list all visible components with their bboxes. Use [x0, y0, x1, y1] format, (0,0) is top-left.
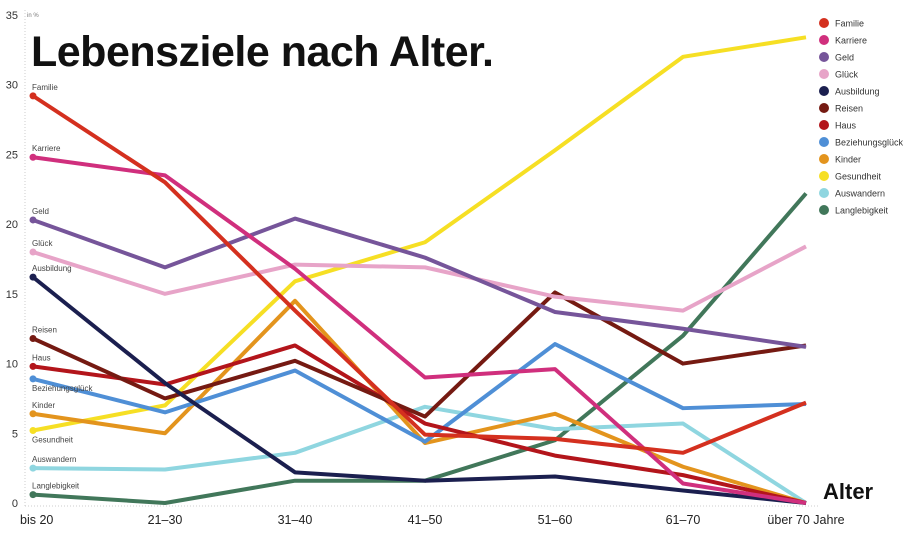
- legend-dot-icon: [819, 103, 829, 113]
- x-tick-label: 61–70: [666, 513, 701, 527]
- legend-dot-icon: [819, 69, 829, 79]
- legend-label: Ausbildung: [835, 87, 880, 97]
- x-axis-label: Alter: [823, 479, 874, 504]
- legend-item: Haus: [819, 120, 857, 131]
- axes: 0 5 10 15 20 25 30 35 bis 20 21–30 31–40 41–50 51–60…: [6, 10, 845, 527]
- y-tick-label: 20: [6, 219, 18, 231]
- y-tick-label: 15: [6, 289, 18, 301]
- y-tick-label: 10: [6, 359, 18, 371]
- legend: Familie Karriere Geld Glück Ausbildung Reisen…: [819, 18, 904, 216]
- y-tick-label: 0: [12, 498, 18, 510]
- legend-label: Geld: [835, 53, 854, 63]
- series-label: Familie: [32, 83, 58, 92]
- legend-label: Auswandern: [835, 189, 885, 199]
- legend-item: Kinder: [819, 154, 861, 165]
- legend-label: Langlebigkeit: [835, 206, 889, 216]
- series-lines: Familie Karriere Geld Glück Ausbildung Reisen…: [29, 35, 808, 505]
- legend-label: Karriere: [835, 36, 867, 46]
- series-label: Reisen: [32, 325, 57, 334]
- legend-item: Auswandern: [819, 188, 885, 199]
- legend-dot-icon: [819, 188, 829, 198]
- x-tick-label: 51–60: [538, 513, 573, 527]
- legend-dot-icon: [819, 205, 829, 215]
- legend-dot-icon: [819, 120, 829, 130]
- legend-item: Beziehungsglück: [819, 137, 904, 148]
- series-label: Haus: [32, 353, 51, 362]
- y-axis-unit: in %: [27, 13, 39, 19]
- legend-label: Familie: [835, 19, 864, 29]
- x-tick-label: 31–40: [278, 513, 313, 527]
- legend-item: Reisen: [819, 103, 863, 114]
- legend-dot-icon: [819, 171, 829, 181]
- legend-dot-icon: [819, 52, 829, 62]
- series-line: [32, 290, 807, 419]
- legend-dot-icon: [819, 154, 829, 164]
- legend-item: Geld: [819, 52, 854, 63]
- series-label: Beziehungsglück: [32, 384, 93, 393]
- x-tick-label: 41–50: [408, 513, 443, 527]
- legend-item: Ausbildung: [819, 86, 880, 97]
- legend-label: Reisen: [835, 104, 863, 114]
- legend-item: Glück: [819, 69, 859, 80]
- y-tick-label: 30: [6, 80, 18, 92]
- y-tick-label: 25: [6, 149, 18, 161]
- legend-label: Glück: [835, 70, 859, 80]
- series-label: Karriere: [32, 144, 61, 153]
- series-label: Langlebigkeit: [32, 482, 80, 491]
- chart-title: Lebensziele nach Alter.: [31, 28, 493, 76]
- legend-dot-icon: [819, 86, 829, 96]
- x-tick-label: 21–30: [148, 513, 183, 527]
- series-line: [32, 192, 808, 505]
- series-line: [31, 94, 807, 455]
- legend-label: Haus: [835, 121, 857, 131]
- x-tick-label: über 70 Jahre: [767, 513, 844, 527]
- legend-dot-icon: [819, 18, 829, 28]
- series-label: Kinder: [32, 401, 55, 410]
- series-label: Auswandern: [32, 455, 76, 464]
- legend-item: Langlebigkeit: [819, 205, 889, 216]
- legend-label: Gesundheit: [835, 172, 882, 182]
- series-label: Gesundheit: [32, 435, 74, 444]
- legend-dot-icon: [819, 137, 829, 147]
- series-label: Glück: [32, 239, 53, 248]
- series-label: Geld: [32, 207, 49, 216]
- series-label: Ausbildung: [32, 264, 72, 273]
- x-tick-label: bis 20: [20, 513, 53, 527]
- y-tick-label: 5: [12, 428, 18, 440]
- legend-label: Kinder: [835, 155, 861, 165]
- legend-item: Gesundheit: [819, 171, 882, 182]
- legend-item: Karriere: [819, 35, 867, 46]
- legend-dot-icon: [819, 35, 829, 45]
- legend-label: Beziehungsglück: [835, 138, 904, 148]
- y-tick-label: 35: [6, 10, 18, 22]
- legend-item: Familie: [819, 18, 864, 29]
